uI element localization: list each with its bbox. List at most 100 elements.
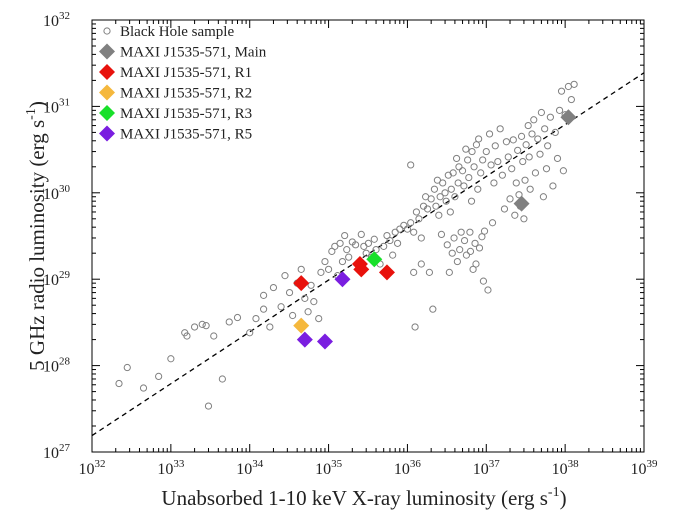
black-hole-sample-point <box>536 150 544 158</box>
black-hole-sample-point <box>542 165 551 173</box>
black-hole-sample-point <box>204 402 213 410</box>
black-hole-sample-point <box>285 288 294 297</box>
x-tick-exp: 38 <box>568 458 580 470</box>
black-hole-sample-point <box>436 193 444 201</box>
black-hole-sample-point <box>462 145 470 153</box>
black-hole-sample-point <box>502 138 511 146</box>
maxi-diamond-point <box>334 271 351 288</box>
black-hole-sample-point <box>498 171 506 179</box>
black-hole-sample-point <box>500 205 509 213</box>
x-tick-exp: 39 <box>647 458 659 470</box>
black-hole-sample-point <box>449 169 457 177</box>
black-hole-sample-point <box>400 221 408 229</box>
y-tick-base: 10 <box>43 186 59 203</box>
black-hole-sample-point <box>123 363 131 372</box>
black-hole-sample-point <box>528 130 536 138</box>
black-hole-sample-point <box>357 230 365 239</box>
black-hole-sample-point <box>315 314 323 323</box>
black-hole-sample-point <box>490 179 498 187</box>
black-hole-sample-point <box>396 225 404 233</box>
black-hole-sample-point <box>430 185 439 193</box>
black-hole-sample-point <box>260 305 268 313</box>
black-hole-sample-point <box>472 141 481 149</box>
x-tick-label: 1036 <box>394 458 422 478</box>
black-hole-sample-point <box>437 230 446 239</box>
black-hole-sample-point <box>475 244 484 252</box>
black-hole-sample-point <box>465 173 473 182</box>
black-hole-sample-point <box>517 132 526 140</box>
black-hole-sample-point <box>544 142 552 150</box>
black-hole-sample-point <box>522 141 530 149</box>
x-tick-exp: 35 <box>331 458 343 470</box>
black-hole-sample-point <box>458 167 467 175</box>
black-hole-sample-point <box>537 108 546 117</box>
y-tick-exp: 31 <box>59 96 70 108</box>
black-hole-sample-point <box>512 179 520 187</box>
black-hole-sample-point <box>393 239 402 247</box>
x-axis-label-sup: -1 <box>548 485 560 500</box>
legend: Black Hole sample MAXI J1535-571, Main MAX… <box>99 24 267 143</box>
black-hole-sample-point <box>534 135 542 143</box>
black-hole-sample-point <box>412 208 421 216</box>
maxi-diamond-point <box>293 275 310 292</box>
black-hole-sample-point <box>277 303 285 311</box>
black-hole-sample-point <box>549 182 557 190</box>
black-hole-sample-point <box>448 249 456 257</box>
black-hole-sample-point <box>467 197 476 205</box>
black-hole-sample-point <box>520 215 528 223</box>
y-tick-exp: 32 <box>59 10 70 22</box>
black-hole-sample-point <box>307 281 315 289</box>
x-tick-label: 1034 <box>236 458 264 478</box>
black-hole-sample-point <box>447 185 455 193</box>
black-hole-sample-point <box>441 189 449 197</box>
black-hole-sample-point <box>410 268 418 276</box>
black-hole-sample-point <box>450 234 458 242</box>
black-hole-sample-point <box>343 246 351 254</box>
x-tick-label: 1039 <box>631 458 659 478</box>
black-hole-sample-point <box>403 225 412 233</box>
x-tick-exp: 36 <box>410 458 422 470</box>
black-hole-sample-point <box>485 130 494 138</box>
maxi-diamond-point <box>353 261 370 278</box>
black-hole-sample-point <box>281 272 289 280</box>
black-hole-sample-point <box>289 311 297 320</box>
black-hole-sample-point <box>301 294 309 302</box>
maxi-diamond-point <box>378 264 395 281</box>
black-hole-sample-point <box>488 219 497 227</box>
x-tick-exp: 32 <box>95 458 106 470</box>
black-hole-sample-point <box>494 157 502 166</box>
x-tick-label: 1035 <box>315 458 343 478</box>
black-hole-sample-point <box>446 208 454 216</box>
black-hole-sample-point <box>210 332 218 340</box>
black-hole-sample-point <box>370 235 378 243</box>
black-hole-sample-point <box>570 80 578 88</box>
black-hole-sample-point <box>559 167 567 175</box>
black-hole-sample-point <box>484 286 492 294</box>
x-tick-label: 1037 <box>473 458 501 478</box>
black-hole-sample-point <box>389 251 397 259</box>
black-hole-sample-point <box>266 323 274 331</box>
black-hole-sample-point <box>474 185 482 193</box>
black-hole-sample-point <box>508 165 516 173</box>
black-hole-sample-point <box>198 320 206 328</box>
black-hole-sample-point <box>514 146 522 154</box>
black-hole-sample-point <box>452 154 461 163</box>
black-hole-sample-point <box>479 277 488 285</box>
black-hole-sample-point <box>310 298 318 306</box>
legend-marker-diamond <box>99 125 115 142</box>
y-axis-label: 5 GHz radio luminosity (erg s-1) <box>24 101 49 371</box>
black-hole-sample-point <box>530 116 538 124</box>
black-hole-sample-point <box>487 161 495 169</box>
x-axis-label-close: ) <box>560 486 567 510</box>
black-hole-sample-point <box>504 153 512 161</box>
x-tick-exp: 33 <box>173 458 185 470</box>
black-hole-sample-point <box>386 236 394 245</box>
black-hole-sample-point <box>482 147 490 156</box>
x-tick-exp: 37 <box>489 458 501 470</box>
black-hole-sample-point <box>338 257 347 266</box>
black-hole-sample-point <box>524 121 532 130</box>
black-hole-sample-point <box>411 323 419 331</box>
black-hole-sample-point <box>425 268 434 276</box>
legend-marker-diamond <box>99 64 115 80</box>
black-hole-sample-point <box>443 241 451 249</box>
